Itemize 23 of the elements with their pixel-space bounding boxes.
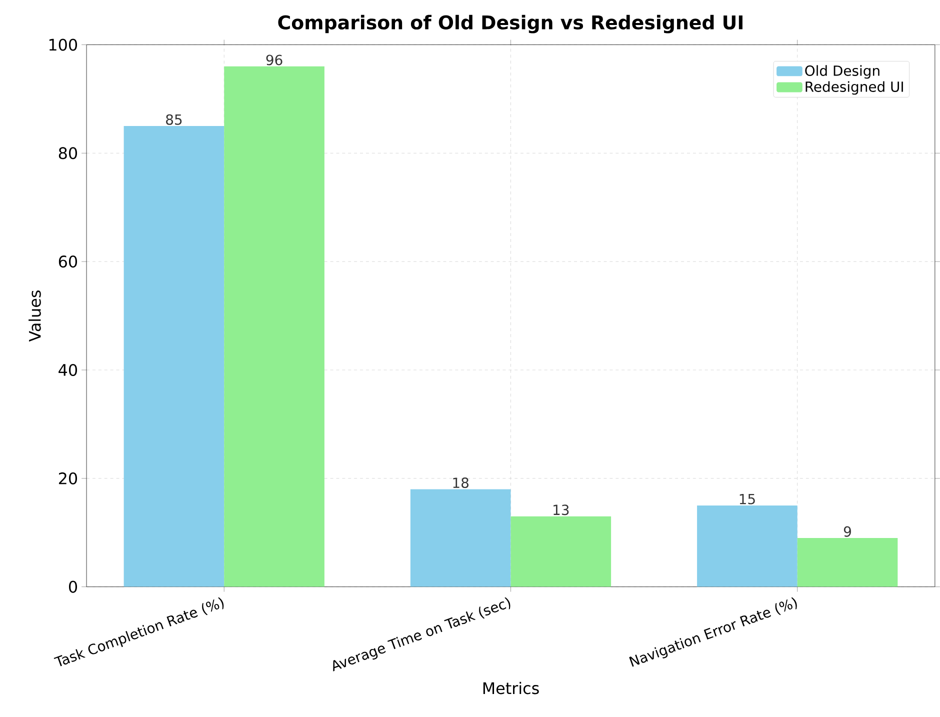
y-tick-label: 0 (68, 580, 78, 593)
data-label: 15 (740, 494, 755, 504)
y-tick-label: 100 (49, 38, 78, 51)
bar (697, 505, 798, 587)
data-label: 18 (453, 477, 468, 488)
y-tick-label: 80 (58, 147, 78, 160)
x-axis-title: Metrics (483, 682, 539, 694)
data-label: 85 (166, 114, 182, 125)
data-label: 13 (554, 504, 569, 516)
bar (124, 126, 224, 587)
bar (410, 489, 511, 587)
legend-label: Old Design (805, 65, 880, 79)
y-tick-label: 40 (58, 364, 78, 376)
bar (797, 538, 898, 587)
data-label: 9 (844, 526, 851, 537)
y-axis-title: Values (28, 290, 41, 342)
bar (510, 516, 612, 587)
chart-title: Comparison of Old Design vs Redesigned UI (278, 14, 742, 34)
y-tick-label: 60 (58, 256, 78, 268)
bar (224, 66, 324, 587)
data-label: 96 (266, 54, 282, 66)
y-tick-label: 20 (58, 472, 78, 484)
legend-label: Redesigned UI (806, 81, 903, 95)
